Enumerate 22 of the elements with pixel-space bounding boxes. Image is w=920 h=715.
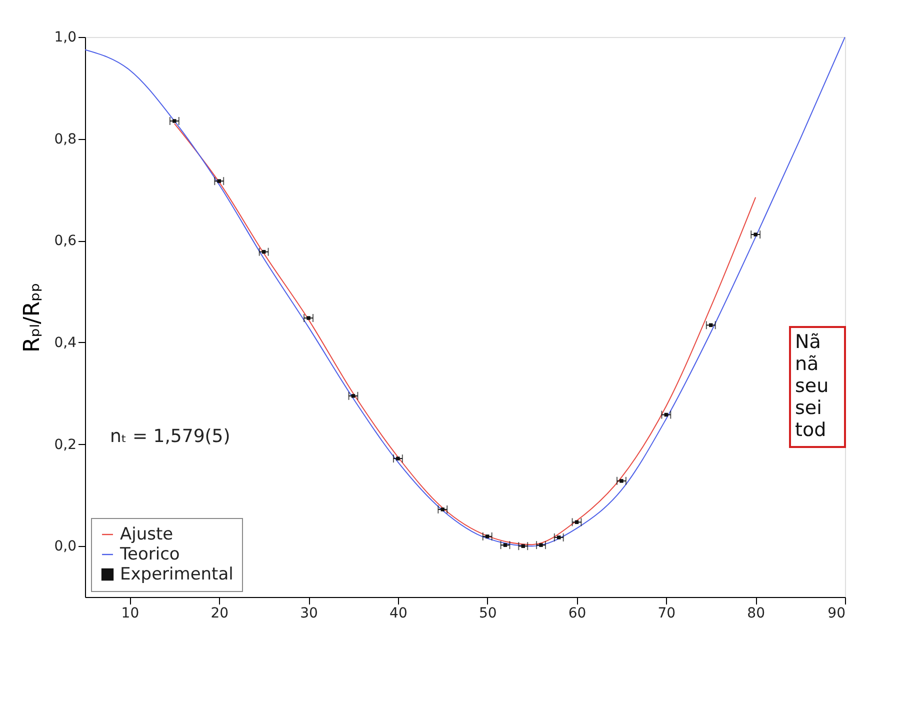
x-tick-label: 80 bbox=[747, 606, 765, 622]
x-tick-label: 50 bbox=[478, 606, 497, 622]
line-series bbox=[85, 37, 845, 547]
y-tick-label: 0,2 bbox=[54, 436, 76, 453]
y-axis-title: Rₚₗ/Rₚₚ bbox=[20, 282, 46, 352]
y-tick-label: 0,4 bbox=[54, 334, 77, 351]
y-tick-label: 0,0 bbox=[54, 538, 76, 555]
legend-label: Experimental bbox=[120, 564, 234, 584]
legend-label: Teorico bbox=[119, 544, 180, 564]
y-tick-label: 0,8 bbox=[54, 131, 76, 148]
x-tick-label: 40 bbox=[390, 606, 408, 622]
x-tick-label: 70 bbox=[658, 606, 676, 622]
annotation: Nã nã seu sei tod bbox=[795, 331, 829, 441]
x-tick-label: 10 bbox=[121, 606, 140, 622]
legend-label: Ajuste bbox=[120, 524, 174, 544]
x-tick-label: 30 bbox=[300, 606, 318, 622]
y-tick-label: 1,0 bbox=[54, 30, 76, 46]
annotation: nₜ = 1,579(5) bbox=[110, 426, 230, 447]
x-tick-label: 20 bbox=[210, 606, 229, 622]
x-tick-label: 60 bbox=[568, 606, 586, 622]
x-tick-label: 90 bbox=[828, 606, 846, 622]
y-tick-label: 0,6 bbox=[54, 233, 77, 250]
